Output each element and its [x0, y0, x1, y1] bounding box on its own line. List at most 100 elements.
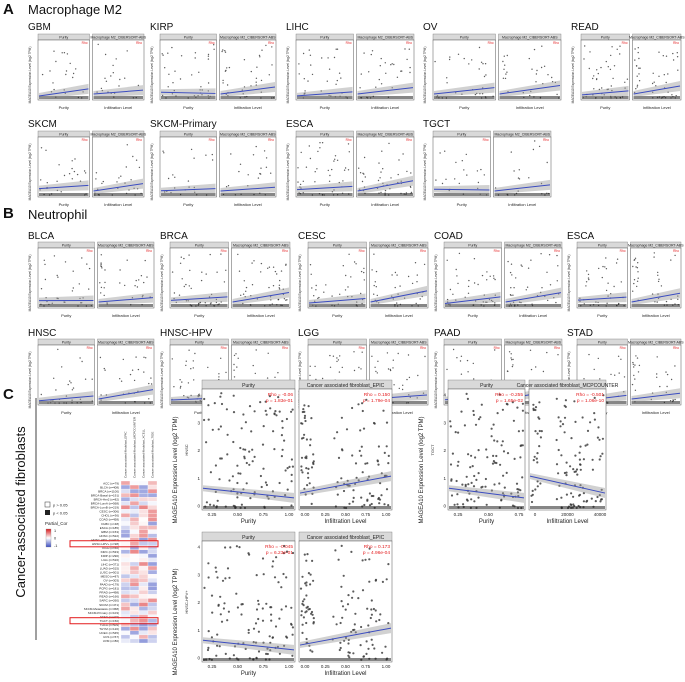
- heatmap-cell: [138, 488, 149, 494]
- scatter-point: [557, 416, 560, 419]
- scatter-point: [60, 191, 62, 193]
- confidence-band: [370, 285, 427, 305]
- heatmap-column-label: Cancer associated fibroblast_MCPCOUNTER: [133, 416, 137, 478]
- facet-strip-label: Purity: [601, 36, 610, 40]
- scatter-point: [218, 645, 221, 648]
- scatter-point: [557, 354, 559, 356]
- scatter-point: [333, 160, 335, 162]
- scatter-point: [106, 302, 108, 304]
- x-tick-label: 0.50: [341, 512, 350, 517]
- scatter-point: [103, 287, 105, 289]
- scatter-point: [363, 279, 365, 281]
- scatter-point: [304, 493, 307, 496]
- scatter-point: [665, 391, 667, 394]
- y-axis-label: MAGEA10 Expression Level (log2 TPM): [28, 255, 32, 312]
- heatmap-cell: [147, 565, 158, 571]
- scatter-point: [272, 430, 275, 433]
- x-axis-label: Purity: [459, 105, 469, 110]
- scatter-point: [477, 283, 479, 286]
- scatter-point: [223, 281, 226, 283]
- scatter-point: [380, 83, 383, 85]
- confidence-band: [631, 388, 680, 402]
- heatmap-row-label: BRCA-LumB (n=219): [91, 506, 119, 510]
- scatter-point: [137, 368, 140, 371]
- scatter-point: [370, 599, 373, 602]
- scatter-point: [179, 262, 182, 264]
- scatter-point: [205, 154, 207, 156]
- stat-label: Rho: [359, 346, 365, 350]
- scatter-point: [323, 291, 325, 293]
- plot-area: [231, 247, 291, 309]
- scatter-point: [270, 606, 273, 609]
- scatter-point: [416, 281, 418, 283]
- scatter-point: [633, 374, 635, 377]
- scatter-point: [321, 377, 324, 380]
- scatter-point: [505, 73, 507, 75]
- heatmap-cell: [129, 569, 140, 575]
- section-c-vertical-title: Cancer-associated fibroblasts: [13, 426, 28, 598]
- scatter-point: [232, 411, 236, 414]
- scatter-point: [225, 186, 228, 188]
- scatter-point: [389, 188, 391, 190]
- scatter-point: [257, 603, 260, 606]
- scatter-point: [557, 472, 560, 475]
- heatmap-cell: [138, 529, 149, 534]
- scatter-point: [481, 485, 484, 488]
- heatmap-cell: [138, 492, 149, 498]
- scatter-point: [104, 269, 106, 271]
- baseline-points: [370, 304, 427, 307]
- heatmap-cell: [147, 525, 158, 530]
- panel-name: TGCT: [430, 444, 435, 455]
- baseline-points: [434, 96, 495, 99]
- scatter-point: [486, 279, 488, 281]
- scatter-point: [573, 470, 576, 473]
- scatter-point: [398, 387, 400, 390]
- scatter-point: [601, 276, 603, 279]
- scatter-point: [305, 584, 308, 587]
- scatter-point: [662, 55, 664, 57]
- heatmap-cell: [147, 610, 158, 615]
- facet-strip-label: Macrophage M2_CIBERSORT-ABS: [502, 36, 558, 40]
- scatter-point: [187, 397, 190, 399]
- scatter-point: [366, 499, 369, 502]
- scatter-point: [347, 295, 349, 298]
- scatter-point: [383, 451, 386, 454]
- scatter-point: [79, 297, 81, 300]
- facet-strip-label: Macrophage M2_CIBERSORT-ABS: [233, 244, 289, 248]
- scatter-point: [190, 394, 192, 397]
- scatter-point: [207, 90, 209, 92]
- scatter-point: [300, 614, 303, 617]
- regression-line: [308, 297, 366, 304]
- scatter-point: [207, 404, 210, 407]
- heatmap-cell: [129, 578, 140, 583]
- scatter-point: [637, 277, 639, 279]
- facet-strip-label: Purity: [195, 244, 204, 248]
- scatter-point: [458, 182, 460, 185]
- scatter-point: [352, 496, 355, 499]
- scatter-point: [477, 181, 480, 184]
- scatter-point: [676, 52, 678, 54]
- heatmap-cell: [138, 626, 149, 631]
- scatter-point: [393, 63, 395, 66]
- scatter-point: [595, 301, 597, 303]
- scatter-point: [281, 420, 284, 423]
- scatter-point: [563, 431, 566, 434]
- scatter-point: [220, 357, 222, 359]
- scatter-point: [328, 94, 330, 97]
- scatter-point: [233, 363, 235, 366]
- scatter-point: [241, 89, 243, 91]
- scatter-point: [283, 644, 286, 647]
- scatter-point: [271, 490, 274, 493]
- scatter-point: [145, 357, 147, 359]
- scatter-point: [209, 471, 212, 474]
- scatter-point: [385, 421, 389, 424]
- scatter-point: [635, 88, 637, 90]
- scatter-point: [216, 271, 218, 273]
- scatter-point: [141, 296, 144, 298]
- scatter-point: [304, 419, 307, 423]
- scatter-point: [46, 300, 48, 303]
- scatter-point: [351, 454, 354, 457]
- scatter-point: [185, 283, 187, 286]
- scatter-point: [408, 376, 411, 379]
